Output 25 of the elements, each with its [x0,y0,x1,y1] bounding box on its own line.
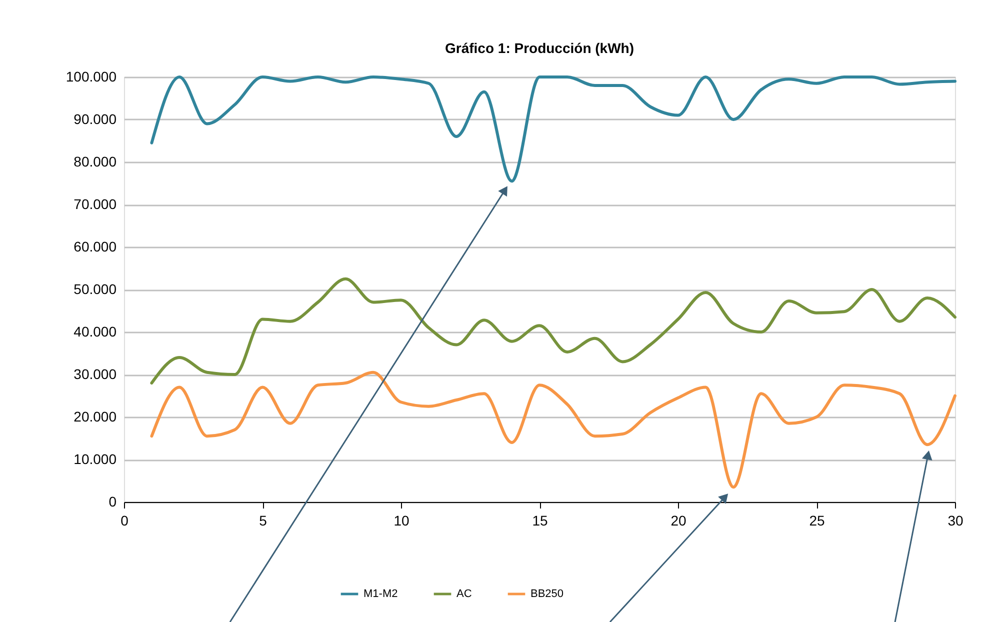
y-tick-label: 10.000 [74,451,117,467]
x-tick-label: 20 [670,512,686,528]
y-tick-label: 40.000 [74,324,117,340]
x-tick-label: 0 [120,512,129,528]
legend-label: BB250 [530,588,564,600]
y-tick-label: 80.000 [74,154,117,170]
legend-label: M1-M2 [364,588,398,600]
line-series [150,76,956,183]
y-tick-label: 0 [108,494,117,510]
y-tick-label: 30.000 [74,366,117,382]
line-series [150,370,956,489]
x-tick-label: 15 [532,512,548,528]
y-tick-label: 60.000 [74,238,117,254]
y-tick-label: 90.000 [74,111,117,127]
y-tick-label: 50.000 [74,281,117,297]
y-tick-label: 70.000 [74,196,117,212]
y-tick-label: 20.000 [74,408,117,424]
x-tick-label: 10 [394,512,410,528]
x-tick-label: 5 [259,512,268,528]
line-series [150,277,956,384]
x-tick-label: 25 [809,512,825,528]
legend-label: AC [456,588,472,600]
chart-title: Gráfico 1: Producción (kWh) [444,40,634,56]
y-tick-label: 100.000 [66,68,117,84]
x-tick-label: 30 [948,512,964,528]
